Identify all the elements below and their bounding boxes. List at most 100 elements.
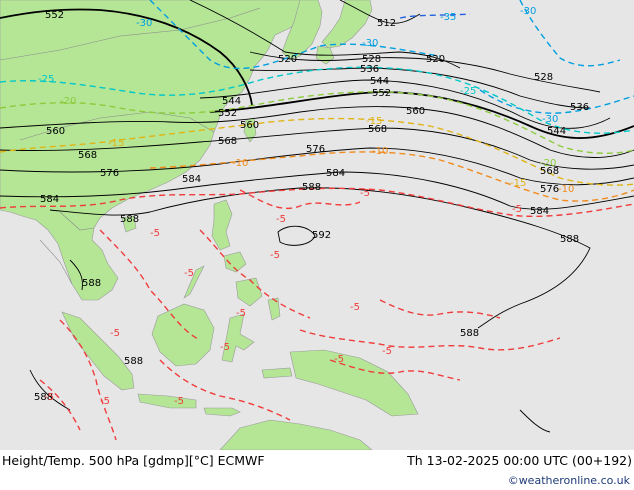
temp-label: -10 xyxy=(558,184,574,195)
height-label: 568 xyxy=(218,136,237,147)
land-sumatra xyxy=(61,311,135,391)
credit-link[interactable]: ©weatheronline.co.uk xyxy=(507,474,630,487)
temp-neg5-b4 xyxy=(299,329,561,351)
height-label: 544 xyxy=(222,96,241,107)
height-label: 528 xyxy=(362,54,381,65)
height-label: 584 xyxy=(182,174,201,185)
temp-neg5-b2 xyxy=(199,229,311,319)
height-label: 536 xyxy=(360,64,379,75)
height-label: 512 xyxy=(377,18,396,29)
land-halmahera xyxy=(267,297,281,321)
contour-588-se xyxy=(519,409,551,433)
land-korea xyxy=(281,0,323,61)
contour-588 xyxy=(49,187,591,329)
temp-label: -30 xyxy=(542,114,558,125)
temp-label: -5 xyxy=(360,188,370,199)
contour-520 xyxy=(189,0,461,69)
temp-label: -5 xyxy=(184,268,194,279)
country-borders xyxy=(0,7,261,285)
temp-label: -30 xyxy=(136,18,152,29)
contour-588-west xyxy=(69,259,83,291)
height-label: 552 xyxy=(45,10,64,21)
temp-neg30-ne xyxy=(519,0,621,67)
height-label: 560 xyxy=(240,120,259,131)
land-new-guinea xyxy=(289,349,419,417)
temp-label: -20 xyxy=(540,158,556,169)
temp-neg15 xyxy=(0,117,634,186)
height-contours xyxy=(0,0,634,433)
temp-neg10 xyxy=(149,151,634,202)
contour-528 xyxy=(249,51,601,93)
height-label: 588 xyxy=(34,392,53,403)
land-japan-honshu xyxy=(321,0,373,49)
height-label: 584 xyxy=(40,194,59,205)
temp-neg5-b3 xyxy=(59,319,117,441)
contour-552 xyxy=(209,91,634,139)
land-seram xyxy=(261,367,293,379)
temp-neg5-b8 xyxy=(379,299,501,319)
land-philippines-mindanao xyxy=(235,277,263,307)
temp-label: -5 xyxy=(276,214,286,225)
temp-label: -10 xyxy=(372,146,388,157)
temp-label: -25 xyxy=(38,74,54,85)
land-lesser-sunda xyxy=(203,407,241,417)
height-label: 536 xyxy=(570,102,589,113)
contour-552-north xyxy=(0,8,253,106)
temp-label: -5 xyxy=(350,302,360,313)
contour-544 xyxy=(199,79,611,129)
temp-label: -5 xyxy=(44,392,54,403)
height-label: 568 xyxy=(540,166,559,177)
height-label: 588 xyxy=(560,234,579,245)
temp-label: -35 xyxy=(440,12,456,23)
temp-label: -5 xyxy=(100,396,110,407)
land-java xyxy=(137,393,197,409)
contour-592 xyxy=(277,225,316,246)
land-australia xyxy=(219,419,373,450)
height-label: 552 xyxy=(218,108,237,119)
temp-label: -5 xyxy=(174,396,184,407)
height-label: 528 xyxy=(534,72,553,83)
land-sulawesi xyxy=(221,313,255,363)
land-areas xyxy=(0,0,419,450)
temp-neg5-b5 xyxy=(159,359,291,421)
contour-568 xyxy=(0,127,634,170)
temperature-labels: -30 -35 -30 -30 -30 -25 -25 -20 -20 -15 … xyxy=(38,6,574,407)
temp-neg5-b6 xyxy=(329,359,461,381)
height-label: 584 xyxy=(530,206,549,217)
temp-neg30-mid xyxy=(149,0,441,70)
temp-label: -5 xyxy=(512,204,522,215)
height-label: 520 xyxy=(278,54,297,65)
weather-map: 552 512 520 520 528 528 536 536 544 544 … xyxy=(0,0,634,450)
temp-neg5-main xyxy=(0,187,634,218)
height-label: 568 xyxy=(78,150,97,161)
land-borneo xyxy=(151,303,215,367)
contour-588-sw xyxy=(29,369,71,411)
temp-label: -25 xyxy=(460,86,476,97)
land-palawan xyxy=(183,265,205,299)
temp-label: -15 xyxy=(108,138,124,149)
contour-560 xyxy=(0,106,634,158)
temp-label: -5 xyxy=(220,342,230,353)
height-label: 576 xyxy=(306,144,325,155)
temp-label: -15 xyxy=(366,116,382,127)
contour-584 xyxy=(0,171,634,210)
land-philippines-luzon xyxy=(211,199,233,251)
height-labels: 552 512 520 520 528 528 536 536 544 544 … xyxy=(34,10,589,403)
height-label: 588 xyxy=(120,214,139,225)
temp-neg20 xyxy=(0,91,634,154)
temp-label: -5 xyxy=(236,308,246,319)
temp-neg5-b9 xyxy=(239,189,361,210)
height-label: 544 xyxy=(370,76,389,87)
temp-neg5-b7 xyxy=(39,379,81,431)
land-hainan xyxy=(121,215,137,233)
height-label: 560 xyxy=(46,126,65,137)
temp-label: -20 xyxy=(60,96,76,107)
height-label: 588 xyxy=(82,278,101,289)
temp-neg25 xyxy=(0,66,634,134)
temp-label: -15 xyxy=(510,178,526,189)
temperature-contours xyxy=(0,0,634,441)
temp-label: -30 xyxy=(362,38,378,49)
map-title: Height/Temp. 500 hPa [gdmp][°C] ECMWF xyxy=(2,453,265,468)
temp-neg35 xyxy=(399,13,471,19)
temp-label: -5 xyxy=(150,228,160,239)
